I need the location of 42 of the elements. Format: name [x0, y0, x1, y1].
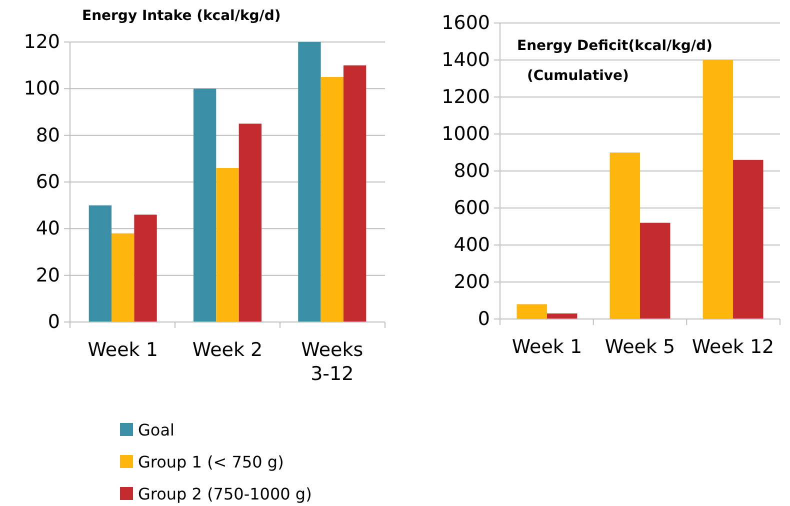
x-tick-label: Week 12 [692, 336, 774, 358]
y-tick-label: 1000 [442, 123, 490, 145]
y-tick-label: 120 [24, 31, 60, 53]
chart-title: Energy Intake (kcal/kg/d) [82, 8, 281, 24]
y-tick-label: 40 [36, 218, 60, 240]
bar [193, 88, 216, 322]
y-tick-label: 800 [454, 160, 490, 182]
bar [516, 304, 547, 319]
bar [343, 65, 366, 322]
bar [733, 160, 764, 319]
y-tick-label: 80 [36, 124, 60, 146]
bar [702, 60, 734, 319]
x-tick-label: Week 1 [88, 339, 158, 361]
legend-label: Goal [138, 420, 174, 440]
bar [134, 214, 157, 322]
bar [610, 152, 640, 319]
text: (Cumulative) [527, 68, 629, 84]
y-tick-label: 100 [24, 78, 60, 100]
bar [238, 124, 262, 322]
y-tick-label: 1200 [442, 86, 490, 108]
y-tick-label: 200 [454, 271, 490, 293]
legend-label: Group 1 (< 750 g) [138, 452, 284, 472]
x-tick-label: Week 5 [604, 336, 676, 358]
x-tick-label: Week 1 [512, 336, 582, 358]
bar [320, 77, 344, 322]
bar [216, 168, 239, 322]
y-tick-label: 400 [454, 234, 490, 256]
y-tick-label: 600 [454, 197, 490, 219]
x-tick-label: Week 2 [192, 339, 263, 361]
text: Energy Deficit(kcal/kg/d) [517, 38, 712, 54]
bar [298, 42, 321, 322]
y-tick-label: 60 [36, 171, 60, 193]
bar [640, 222, 670, 319]
bar [112, 233, 134, 322]
x-tick-label: Weeks 3-12 [301, 339, 364, 385]
legend-label: Group 2 (750-1000 g) [138, 484, 312, 504]
bar [88, 205, 112, 322]
y-tick-label: 0 [48, 311, 60, 333]
y-tick-label: 0 [478, 308, 490, 330]
y-tick-label: 1600 [442, 12, 490, 34]
y-tick-label: 20 [36, 264, 60, 286]
y-tick-label: 1400 [442, 49, 490, 71]
